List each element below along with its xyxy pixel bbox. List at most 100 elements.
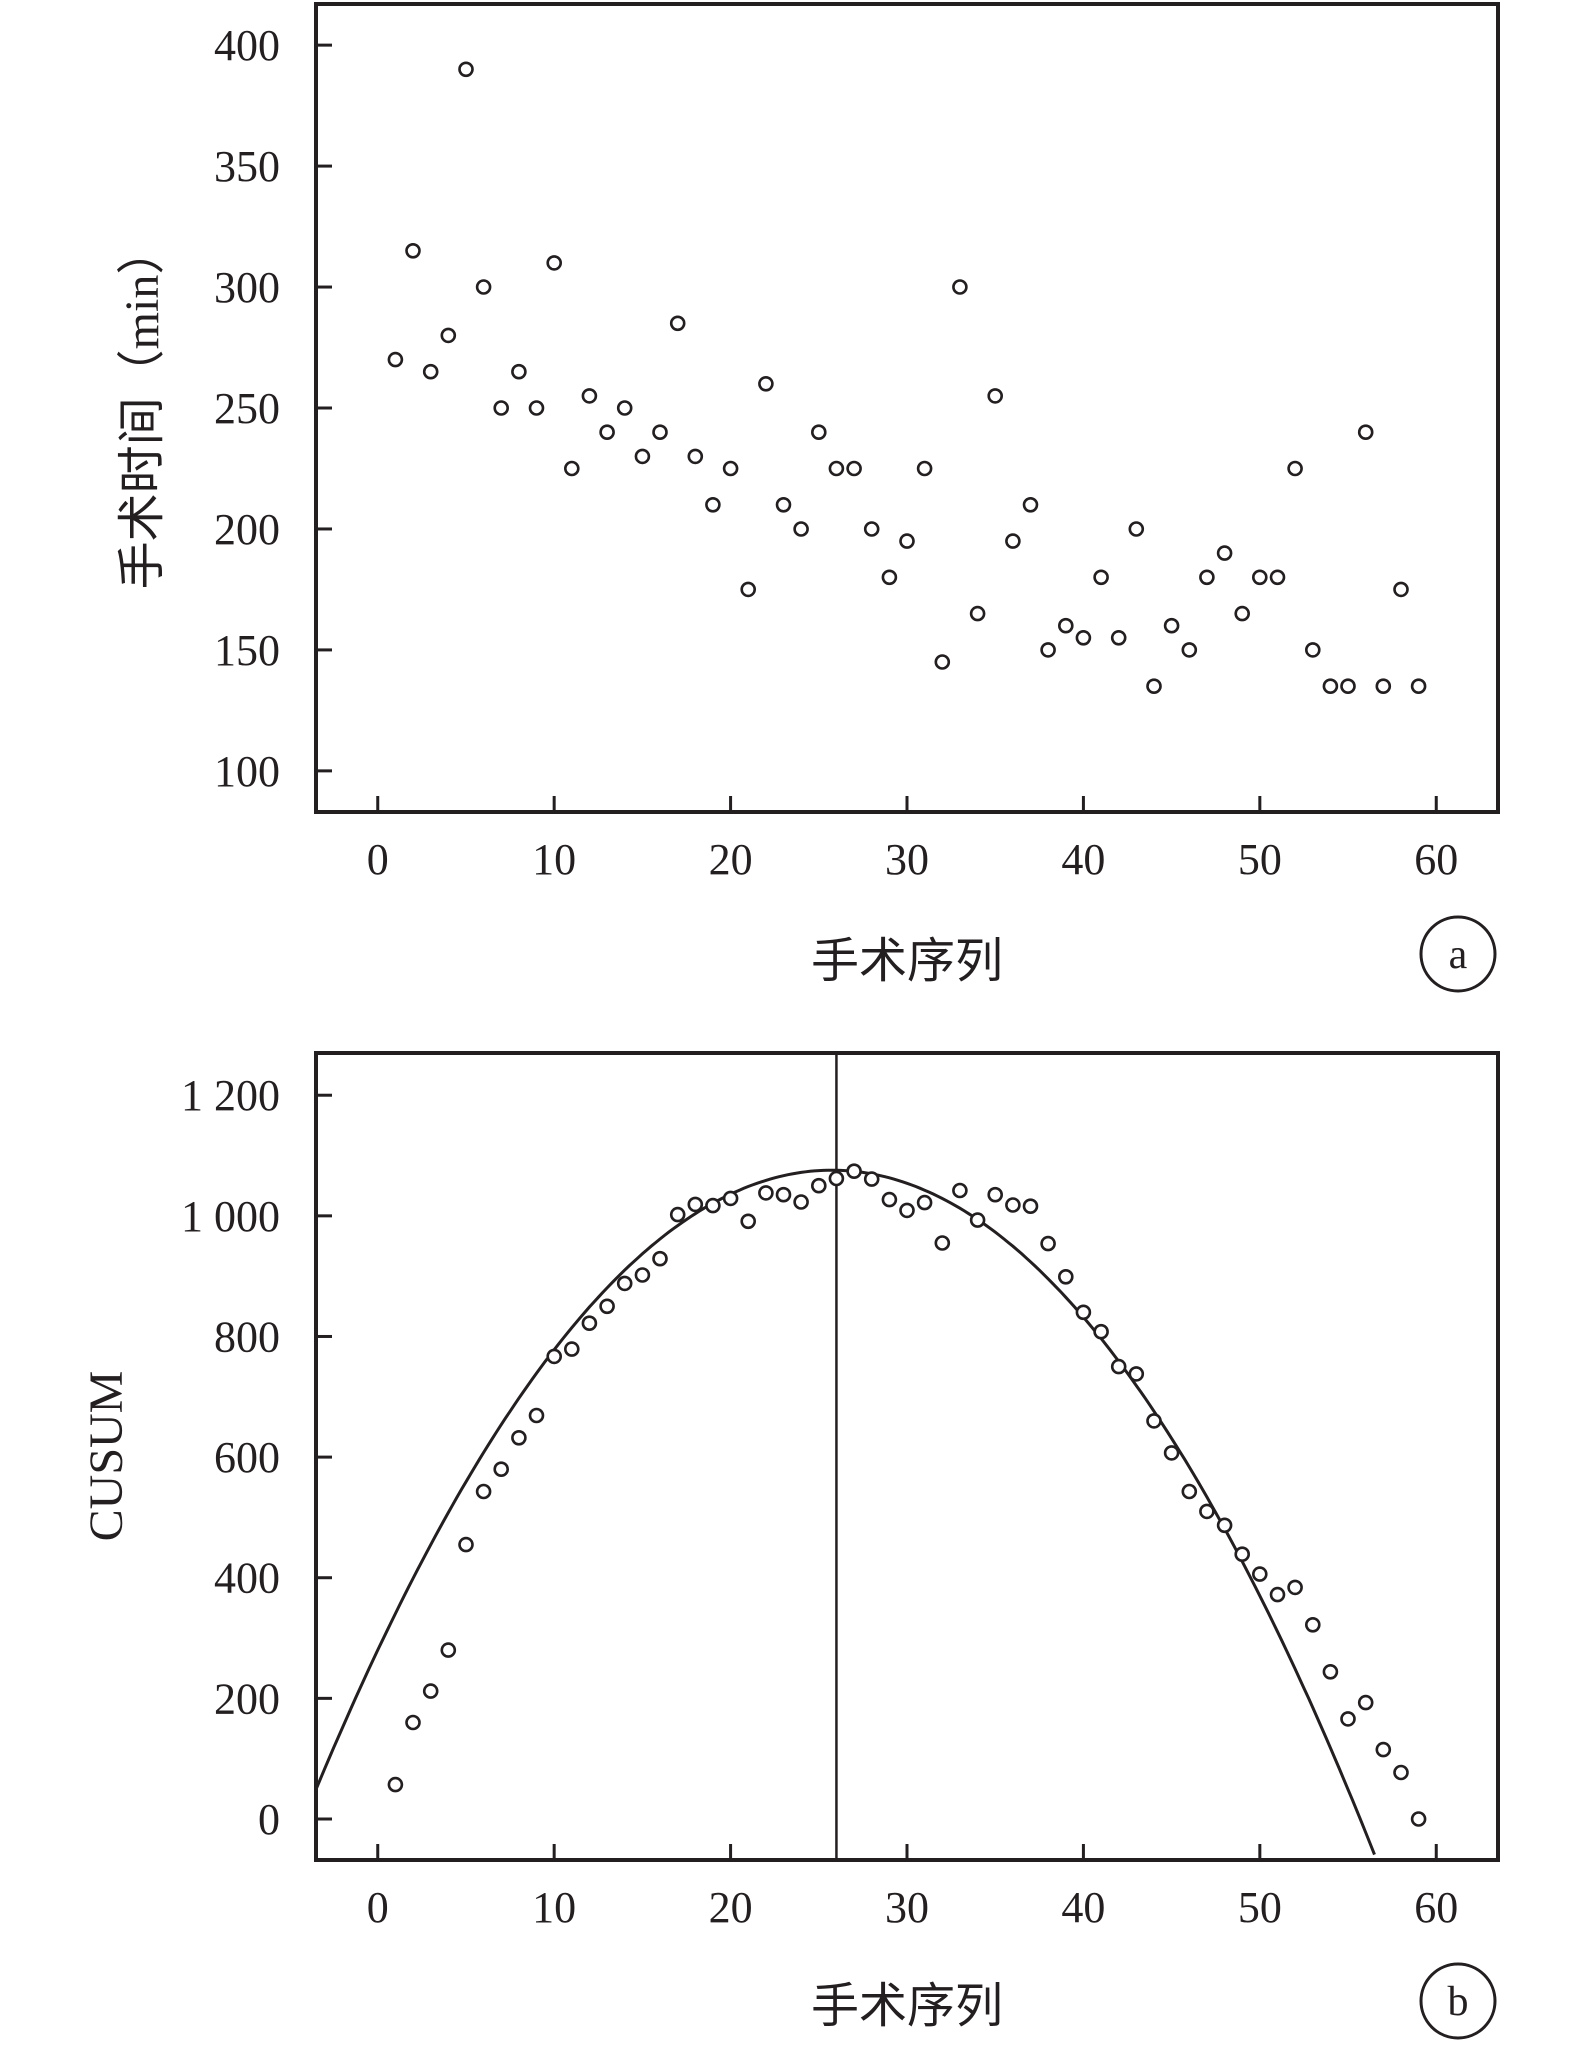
data-point	[1110, 1358, 1127, 1375]
data-point	[740, 581, 757, 598]
x-tick-labels-b: 0 10 20 30 40 50 60	[367, 1883, 1459, 1932]
data-point	[599, 1298, 615, 1315]
x-tick-labels-a: 0 10 20 30 40 50 60	[367, 835, 1459, 884]
data-point	[440, 1642, 457, 1658]
data-point	[458, 1536, 474, 1553]
data-point	[1234, 605, 1250, 622]
data-point	[934, 654, 951, 670]
data-point	[969, 1212, 986, 1228]
x-tick-label: 60	[1414, 1883, 1458, 1932]
data-point	[669, 1206, 686, 1223]
x-tick-label: 10	[532, 835, 576, 884]
data-point	[440, 327, 457, 344]
y-tick-label: 1 200	[181, 1071, 280, 1120]
y-tick-label: 300	[214, 263, 280, 312]
data-point	[1040, 642, 1056, 658]
data-point	[1216, 545, 1233, 561]
data-point	[546, 255, 563, 271]
fit-curve-b	[314, 1168, 1376, 1856]
data-point	[669, 315, 686, 332]
data-point	[934, 1235, 951, 1251]
x-tick-label: 30	[885, 1883, 929, 1932]
y-tick-label: 0	[258, 1795, 280, 1844]
data-point	[422, 363, 439, 380]
x-tick-label: 40	[1061, 835, 1105, 884]
data-point	[1269, 569, 1286, 586]
data-point	[810, 1177, 827, 1194]
y-axis-title-b: CUSUM	[80, 1371, 133, 1542]
x-tick-label: 30	[885, 835, 929, 884]
data-point	[511, 1430, 527, 1446]
x-tick-label: 0	[367, 1883, 389, 1932]
cusum-panel-b: 0 10 20 30 40 50 60 0 200 400 600 800 1 000 1 200 手术…	[80, 1051, 1500, 2040]
data-point	[687, 1196, 704, 1213]
data-point	[405, 1714, 421, 1731]
data-points-b	[387, 1163, 1427, 1827]
data-point	[1357, 424, 1374, 441]
data-point	[1305, 642, 1321, 658]
y-tick-label: 400	[214, 1554, 280, 1603]
data-point	[634, 448, 651, 465]
data-point	[1322, 1664, 1339, 1680]
data-point	[616, 1275, 633, 1292]
data-point	[1357, 1694, 1374, 1711]
data-point	[775, 496, 792, 513]
data-point	[581, 388, 598, 404]
data-point	[1058, 617, 1074, 634]
data-point	[952, 279, 968, 295]
axis-ticks-b	[316, 1093, 1438, 1860]
data-point	[1146, 1413, 1162, 1429]
data-point	[1305, 1617, 1321, 1633]
data-point	[1181, 1483, 1198, 1500]
data-point	[1393, 581, 1409, 598]
y-tick-label: 400	[214, 21, 280, 70]
plot-frame-b	[314, 1051, 1500, 1862]
y-tick-label: 800	[214, 1312, 280, 1361]
data-point	[493, 1461, 510, 1477]
y-tick-label: 350	[214, 142, 280, 191]
data-point	[687, 448, 704, 465]
data-point	[475, 279, 492, 295]
data-point	[846, 1163, 862, 1179]
y-tick-label: 250	[214, 384, 280, 433]
data-point	[881, 1191, 898, 1208]
data-point	[1269, 1586, 1286, 1603]
data-point	[634, 1267, 651, 1283]
data-point	[722, 1190, 739, 1207]
data-point	[475, 1483, 492, 1500]
data-point	[1128, 1366, 1145, 1382]
data-point	[1005, 533, 1021, 549]
data-point	[1375, 1741, 1392, 1758]
data-point	[740, 1213, 757, 1230]
data-point	[899, 533, 915, 549]
data-point	[758, 1185, 774, 1201]
data-point	[1234, 1546, 1250, 1562]
x-tick-label: 0	[367, 835, 389, 884]
x-tick-label: 50	[1238, 1883, 1282, 1932]
data-point	[828, 1170, 845, 1187]
data-point	[705, 1197, 721, 1214]
scatter-panel-a: 0 10 20 30 40 50 60 100 150 200 250 300 350 400 手术序列…	[116, 2, 1500, 993]
data-point	[1022, 1198, 1039, 1214]
y-axis-title-a: 手术时间（min）	[116, 227, 169, 590]
panel-tag-b-text: b	[1448, 1979, 1469, 2025]
data-point	[387, 351, 404, 368]
x-tick-label: 40	[1061, 1883, 1105, 1932]
y-tick-labels-b: 0 200 400 600 800 1 000 1 200	[181, 1071, 280, 1844]
data-point	[1040, 1235, 1056, 1252]
x-axis-title-b: 手术序列	[811, 1980, 1003, 2033]
data-point	[987, 388, 1004, 404]
data-point	[511, 363, 527, 380]
data-point	[528, 1407, 545, 1424]
data-point	[828, 460, 845, 477]
x-tick-label: 20	[709, 1883, 753, 1932]
data-point	[652, 424, 668, 441]
data-point	[916, 460, 933, 477]
data-point	[952, 1182, 968, 1199]
data-point	[528, 400, 545, 416]
data-point	[863, 1171, 880, 1187]
data-point	[1410, 1811, 1427, 1827]
data-point	[581, 1315, 598, 1331]
data-point	[1393, 1764, 1409, 1781]
y-tick-labels-a: 100 150 200 250 300 350 400	[214, 21, 280, 796]
